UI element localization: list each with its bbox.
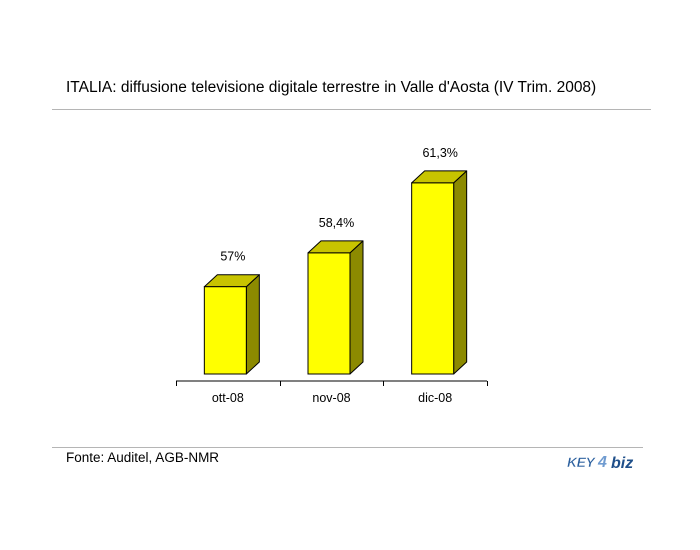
key4biz-logo: KEY 4 biz <box>567 454 633 472</box>
bar <box>203 286 247 375</box>
x-tick-label: dic-08 <box>418 391 452 405</box>
top-divider <box>52 109 651 110</box>
bar <box>411 182 455 375</box>
x-tick-label: nov-08 <box>312 391 350 405</box>
data-label: 61,3% <box>422 146 457 160</box>
logo-biz-text: biz <box>611 455 633 472</box>
source-note: Fonte: Auditel, AGB-NMR <box>66 450 220 465</box>
logo-key-text: KEY <box>567 454 596 470</box>
bar <box>307 252 351 375</box>
bar-side-face <box>453 170 468 375</box>
bar-side-face <box>349 240 364 375</box>
chart-title: ITALIA: diffusione televisione digitale … <box>66 79 597 96</box>
bottom-divider <box>52 447 643 448</box>
x-tick-label: ott-08 <box>212 391 244 405</box>
data-label: 58,4% <box>319 216 354 230</box>
logo-four-text: 4 <box>597 454 607 471</box>
bar-side-face <box>245 274 260 375</box>
data-label: 57% <box>220 250 245 264</box>
